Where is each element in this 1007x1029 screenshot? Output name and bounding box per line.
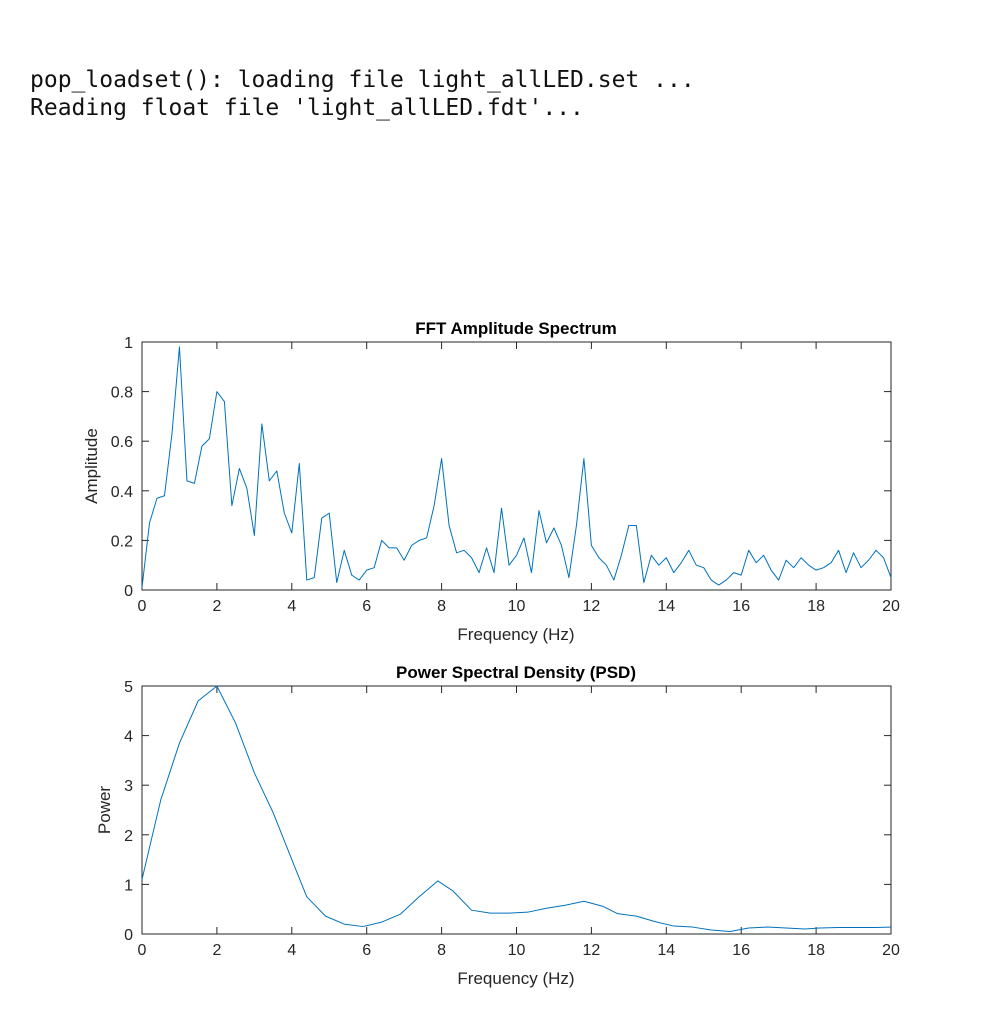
fft-ytick-label-2: 0.4 xyxy=(111,484,133,501)
fft-ytick-label-3: 0.6 xyxy=(111,434,133,451)
fft-ytick-label-4: 0.8 xyxy=(111,385,133,402)
psd-axes-box xyxy=(141,685,892,935)
fft-xtick-label-6: 12 xyxy=(583,598,601,615)
fft-xtick-label-8: 16 xyxy=(732,598,750,615)
psd-ytick-label-3: 3 xyxy=(124,778,133,795)
fft-xtick-label-9: 18 xyxy=(807,598,825,615)
psd-y-axis-label: Power xyxy=(95,786,114,835)
psd-xtick-label-6: 12 xyxy=(583,942,601,959)
psd-x-axis-label: Frequency (Hz) xyxy=(457,969,574,988)
psd-xtick-label-3: 6 xyxy=(362,942,371,959)
psd-xtick-label-0: 0 xyxy=(138,942,147,959)
psd-ytick-label-1: 1 xyxy=(124,877,133,894)
console-line-2: Reading float file 'light_allLED.fdt'... xyxy=(30,95,584,121)
psd-xtick-label-10: 20 xyxy=(882,942,900,959)
fft-xtick-label-0: 0 xyxy=(138,598,147,615)
fft-ytick-label-5: 1 xyxy=(124,335,133,352)
psd-xtick-label-4: 8 xyxy=(437,942,446,959)
psd-xtick-label-5: 10 xyxy=(508,942,526,959)
psd-chart: Power Spectral Density (PSD) Frequency (… xyxy=(95,663,900,988)
psd-chart-title: Power Spectral Density (PSD) xyxy=(396,663,636,682)
fft-y-axis-label: Amplitude xyxy=(82,428,101,504)
fft-x-axis-label: Frequency (Hz) xyxy=(457,625,574,644)
fft-xtick-label-2: 4 xyxy=(287,598,296,615)
psd-xtick-label-1: 2 xyxy=(212,942,221,959)
psd-ytick-label-5: 5 xyxy=(124,679,133,696)
fft-xtick-label-3: 6 xyxy=(362,598,371,615)
console-output: pop_loadset(): loading file light_allLED… xyxy=(30,66,695,122)
psd-xtick-label-8: 16 xyxy=(732,942,750,959)
fft-xtick-label-7: 14 xyxy=(657,598,675,615)
psd-xtick-label-2: 4 xyxy=(287,942,296,959)
fft-xtick-label-1: 2 xyxy=(212,598,221,615)
psd-ytick-label-4: 4 xyxy=(124,729,133,746)
fft-ytick-label-1: 0.2 xyxy=(111,533,133,550)
fft-xtick-label-4: 8 xyxy=(437,598,446,615)
psd-series-line-0 xyxy=(141,685,892,933)
psd-ytick-label-0: 0 xyxy=(124,927,133,944)
fft-axes-box xyxy=(141,341,892,591)
fft-ticks: 0 2 4 6 8 10 12 14 16 18 20 0 0.2 0.4 0.6 0.8 1 xyxy=(111,335,900,615)
psd-xtick-label-7: 14 xyxy=(657,942,675,959)
psd-ytick-label-2: 2 xyxy=(124,828,133,845)
fft-series xyxy=(141,346,892,588)
psd-xtick-label-9: 18 xyxy=(807,942,825,959)
fft-series-line-0 xyxy=(141,346,892,588)
fft-xtick-label-5: 10 xyxy=(508,598,526,615)
psd-series xyxy=(141,685,892,933)
fft-ytick-label-0: 0 xyxy=(124,583,133,600)
fft-xtick-label-10: 20 xyxy=(882,598,900,615)
fft-chart-title: FFT Amplitude Spectrum xyxy=(415,319,617,338)
console-line-1: pop_loadset(): loading file light_allLED… xyxy=(30,67,695,93)
fft-amplitude-chart: FFT Amplitude Spectrum Frequency (Hz) Am… xyxy=(82,319,900,644)
